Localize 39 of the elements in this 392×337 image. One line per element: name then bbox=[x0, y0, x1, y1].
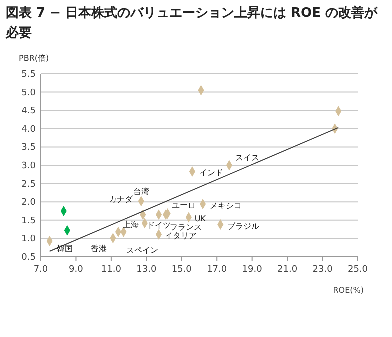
y-tick-label: 4.5 bbox=[22, 106, 36, 117]
x-tick-label: 13.0 bbox=[136, 265, 157, 275]
x-tick-label: 21.0 bbox=[278, 265, 298, 275]
x-axis-title: ROE(%) bbox=[333, 286, 364, 295]
y-tick-label: 2.0 bbox=[22, 198, 36, 208]
y-tick-label: 5.5 bbox=[22, 70, 36, 80]
y-tick-label: 0.5 bbox=[22, 253, 36, 263]
x-tick-label: 7.0 bbox=[34, 265, 48, 275]
x-tick-label: 17.0 bbox=[207, 265, 228, 275]
x-tick-label: 23.0 bbox=[312, 265, 334, 275]
annotation: UK bbox=[194, 214, 207, 224]
x-tick-label: 15.0 bbox=[172, 265, 192, 275]
y-tick-label: 1.0 bbox=[22, 234, 36, 245]
annotation: メキシコ bbox=[210, 201, 242, 210]
annotation: 台湾 bbox=[133, 187, 150, 196]
x-tick-label: 11.0 bbox=[101, 265, 122, 275]
annotation: スペイン bbox=[126, 246, 158, 256]
x-tick-label: 9.0 bbox=[69, 265, 84, 275]
y-tick-label: 3.0 bbox=[22, 162, 36, 172]
x-tick-label: 19.0 bbox=[242, 265, 263, 275]
annotation: 香港 bbox=[91, 244, 108, 254]
annotation: カナダ bbox=[109, 194, 134, 204]
y-axis-title: PBR(倍) bbox=[19, 54, 50, 63]
annotation: ユーロ bbox=[172, 200, 196, 210]
annotation: イタリア bbox=[164, 232, 197, 241]
annotation: ブラジル bbox=[228, 222, 260, 231]
annotation: スイス bbox=[235, 154, 260, 162]
y-tick-label: 2.5 bbox=[22, 180, 36, 190]
chart-title: 図表 7 − 日本株式のバリュエーション上昇には ROE の改善が必要 bbox=[4, 4, 379, 43]
annotation: 上海 bbox=[122, 220, 139, 230]
annotation: ドイツ bbox=[146, 220, 171, 230]
y-tick-label: 1.5 bbox=[22, 216, 36, 226]
annotation: 韓国 bbox=[56, 244, 73, 254]
annotation: インド bbox=[199, 168, 224, 178]
x-tick-label: 25.0 bbox=[348, 265, 368, 275]
y-tick-label: 4.0 bbox=[22, 124, 36, 135]
annotation: フランス bbox=[170, 222, 202, 232]
y-tick-label: 5.0 bbox=[22, 88, 36, 98]
y-tick-label: 3.5 bbox=[22, 143, 36, 154]
